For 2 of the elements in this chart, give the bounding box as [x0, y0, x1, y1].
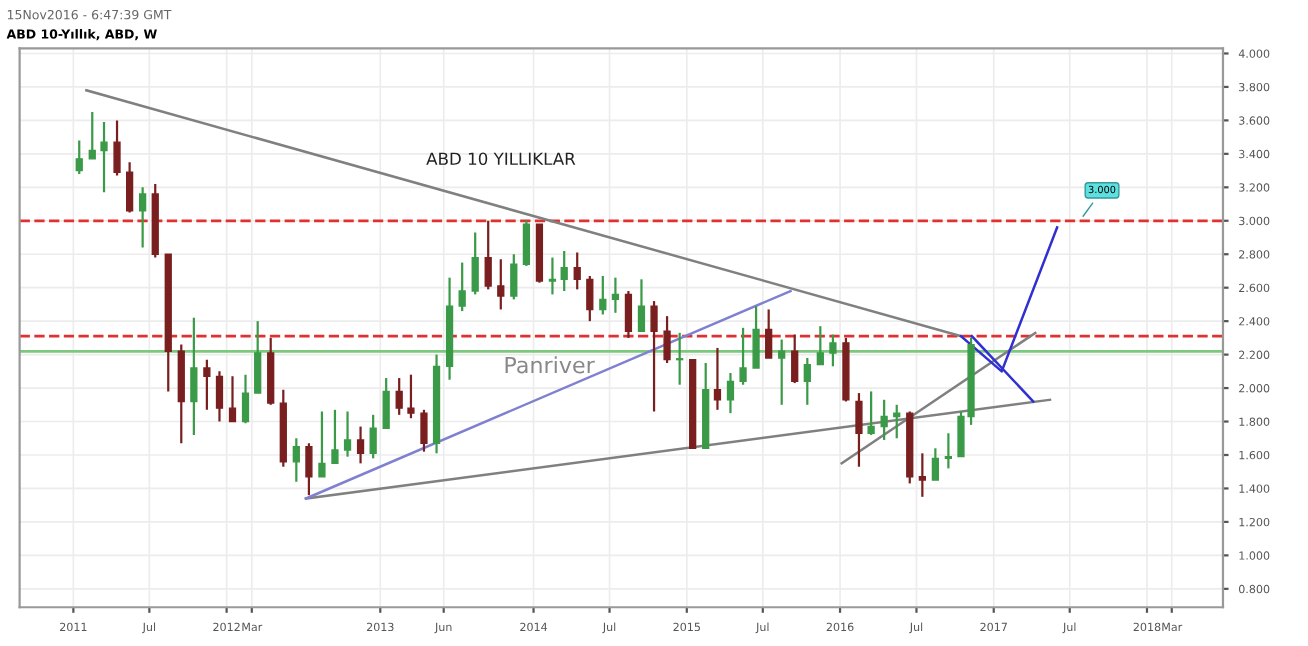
annotation: Panriver [505, 356, 595, 374]
annotation: ABD 10 YILLIKLAR [426, 152, 576, 166]
